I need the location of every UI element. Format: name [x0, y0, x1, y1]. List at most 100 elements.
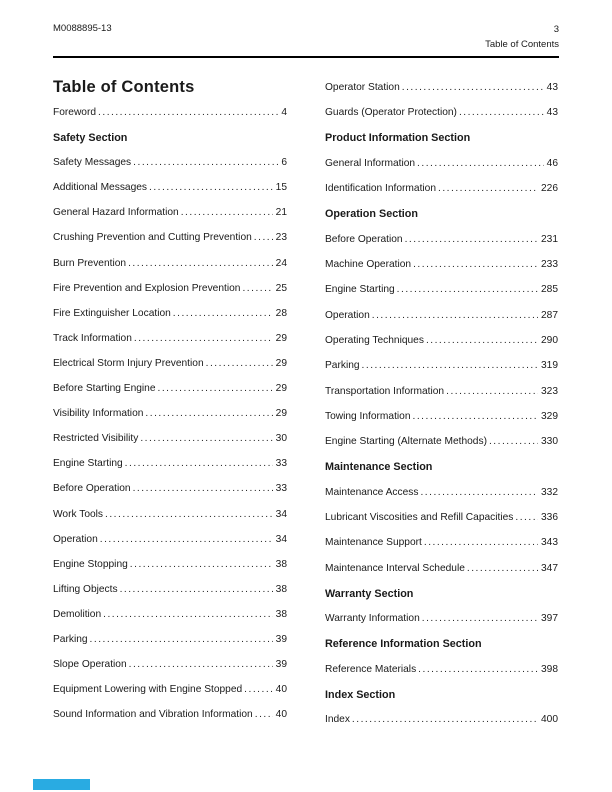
- toc-section-heading: Reference Information Section: [325, 632, 558, 657]
- toc-page-number: 330: [541, 436, 558, 448]
- toc-label: Crushing Prevention and Cutting Preventi…: [53, 232, 252, 244]
- leader-dots: ........................................…: [180, 207, 273, 219]
- toc-page-number: 336: [541, 512, 558, 524]
- toc-label: Safety Messages: [53, 157, 132, 169]
- toc-entry: Operation...............................…: [53, 527, 287, 552]
- leader-dots: ........................................…: [412, 410, 538, 422]
- toc-page-number: 15: [275, 182, 287, 194]
- toc-label: Before Starting Engine: [53, 383, 156, 395]
- toc-label: Track Information: [53, 332, 132, 344]
- leader-dots: ........................................…: [438, 183, 538, 195]
- toc-section-heading: Operation Section: [325, 201, 558, 226]
- toc-label: Engine Starting: [325, 284, 395, 296]
- toc-label: Operation: [325, 309, 370, 321]
- toc-entry: Track Information.......................…: [53, 326, 287, 351]
- toc-label: Operation Section: [325, 208, 418, 221]
- toc-label: Restricted Visibility: [53, 433, 139, 445]
- toc-label: Foreword: [53, 107, 97, 118]
- toc-page-number: 38: [275, 583, 287, 595]
- toc-page-number: 290: [541, 334, 558, 346]
- toc-label: Maintenance Support: [325, 537, 422, 549]
- leader-dots: ........................................…: [128, 257, 273, 269]
- toc-entry: Demolition..............................…: [53, 602, 287, 627]
- toc-entry: Safety Messages.........................…: [53, 150, 287, 175]
- toc-entry: Fire Extinguisher Location..............…: [53, 301, 287, 326]
- toc-label: General Hazard Information: [53, 207, 179, 219]
- footer-color-bar: [33, 779, 90, 790]
- toc-label: Before Operation: [53, 483, 131, 495]
- toc-entry: Electrical Storm Injury Prevention......…: [53, 351, 287, 376]
- toc-label: Slope Operation: [53, 659, 127, 671]
- toc-label: General Information: [325, 157, 416, 169]
- leader-dots: ........................................…: [488, 436, 538, 448]
- toc-entry: Maintenance Interval Schedule...........…: [325, 556, 558, 581]
- leader-dots: ........................................…: [404, 233, 538, 245]
- toc-entry: Engine Starting.........................…: [53, 451, 287, 476]
- toc-label: Sound Information and Vibration Informat…: [53, 709, 253, 721]
- toc-page-number: 398: [541, 663, 558, 675]
- toc-entry: Warranty Information....................…: [325, 606, 558, 631]
- document-number: M0088895-13: [53, 23, 112, 34]
- toc-page-number: 39: [275, 633, 287, 645]
- toc-label: Demolition: [53, 608, 102, 620]
- toc-entry: Slope Operation.........................…: [53, 652, 287, 677]
- toc-page-number: 40: [275, 709, 287, 721]
- toc-entry: Before Starting Engine..................…: [53, 376, 287, 401]
- toc-page-number: 226: [541, 183, 558, 195]
- toc-entry: Identification Information..............…: [325, 176, 558, 201]
- toc-section-heading: Warranty Section: [325, 581, 558, 606]
- toc-label: Safety Section: [53, 131, 128, 144]
- toc-label: Parking: [325, 360, 360, 372]
- leader-dots: ........................................…: [172, 307, 273, 319]
- leader-dots: ........................................…: [119, 583, 273, 595]
- leader-dots: ........................................…: [242, 282, 273, 294]
- toc-entry: Additional Messages.....................…: [53, 175, 287, 200]
- header-rule: [53, 56, 559, 58]
- toc-entry: Maintenance Access......................…: [325, 480, 558, 505]
- toc-entry: General Information.....................…: [325, 151, 558, 176]
- toc-page-number: 400: [541, 714, 558, 726]
- toc-label: Maintenance Section: [325, 461, 433, 474]
- toc-entry: Engine Stopping.........................…: [53, 552, 287, 577]
- toc-entry: Parking.................................…: [325, 353, 558, 378]
- toc-entry: Index...................................…: [325, 707, 558, 732]
- toc-page-number: 28: [275, 307, 287, 319]
- toc-label: Parking: [53, 633, 88, 645]
- leader-dots: ........................................…: [124, 458, 273, 470]
- page-title: Table of Contents: [53, 78, 195, 96]
- toc-entry: Sound Information and Vibration Informat…: [53, 702, 287, 727]
- leader-dots: ........................................…: [458, 107, 544, 119]
- toc-page-number: 29: [275, 408, 287, 420]
- toc-label: Maintenance Interval Schedule: [325, 562, 465, 574]
- toc-page-number: 40: [275, 684, 287, 696]
- toc-page-number: 23: [275, 232, 287, 244]
- toc-label: Before Operation: [325, 233, 403, 245]
- toc-page-number: 38: [275, 608, 287, 620]
- toc-page-number: 343: [541, 537, 558, 549]
- leader-dots: ........................................…: [420, 486, 538, 498]
- toc-page-number: 285: [541, 284, 558, 296]
- toc-page-number: 29: [275, 383, 287, 395]
- toc-page-number: 33: [275, 458, 287, 470]
- toc-label: Additional Messages: [53, 182, 148, 194]
- leader-dots: ........................................…: [129, 558, 273, 570]
- toc-label: Lubricant Viscosities and Refill Capacit…: [325, 512, 514, 524]
- toc-label: Identification Information: [325, 183, 436, 195]
- leader-dots: ........................................…: [145, 408, 272, 420]
- toc-label: Engine Stopping: [53, 558, 128, 570]
- toc-label: Burn Prevention: [53, 257, 127, 269]
- leader-dots: ........................................…: [351, 714, 538, 726]
- leader-dots: ........................................…: [396, 284, 538, 296]
- toc-label: Electrical Storm Injury Prevention: [53, 357, 204, 369]
- toc-label: Towing Information: [325, 410, 411, 422]
- toc-page-number: 38: [275, 558, 287, 570]
- leader-dots: ........................................…: [253, 232, 273, 244]
- toc-page-number: 231: [541, 233, 558, 245]
- toc-page-number: 34: [275, 533, 287, 545]
- toc-page-number: 43: [546, 107, 558, 119]
- toc-entry: Transportation Information..............…: [325, 379, 558, 404]
- leader-dots: ........................................…: [205, 357, 273, 369]
- toc-entry: Before Operation........................…: [53, 476, 287, 501]
- toc-section-heading: Safety Section: [53, 125, 287, 150]
- toc-entry: Operator Station........................…: [325, 75, 558, 100]
